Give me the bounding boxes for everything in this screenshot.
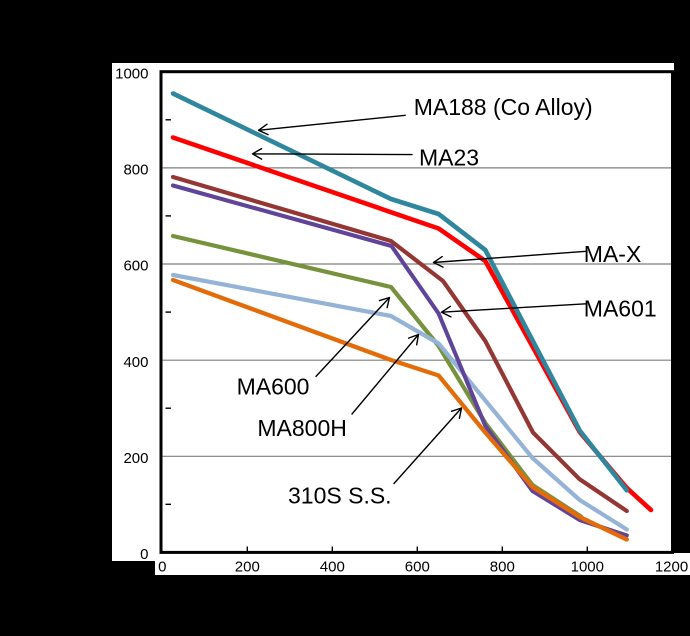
svg-text:MA800H: MA800H (257, 415, 346, 441)
svg-text:800: 800 (123, 162, 148, 179)
svg-text:0: 0 (140, 546, 148, 563)
svg-text:200: 200 (235, 559, 260, 576)
svg-text:1000: 1000 (571, 559, 604, 576)
svg-text:400: 400 (320, 559, 345, 576)
svg-text:MA-X: MA-X (584, 241, 642, 267)
svg-text:600: 600 (123, 258, 148, 275)
svg-text:1200: 1200 (655, 559, 688, 576)
svg-text:600: 600 (405, 559, 430, 576)
svg-text:200: 200 (123, 450, 148, 467)
svg-text:1000: 1000 (115, 65, 148, 82)
svg-text:MA23: MA23 (419, 145, 479, 171)
svg-text:400: 400 (123, 354, 148, 371)
svg-text:MA600: MA600 (237, 373, 310, 399)
svg-text:0: 0 (158, 559, 166, 576)
svg-text:MA188 (Co Alloy): MA188 (Co Alloy) (414, 94, 593, 120)
svg-text:310S S.S.: 310S S.S. (288, 483, 392, 509)
svg-text:800: 800 (490, 559, 515, 576)
svg-text:MA601: MA601 (584, 296, 657, 322)
